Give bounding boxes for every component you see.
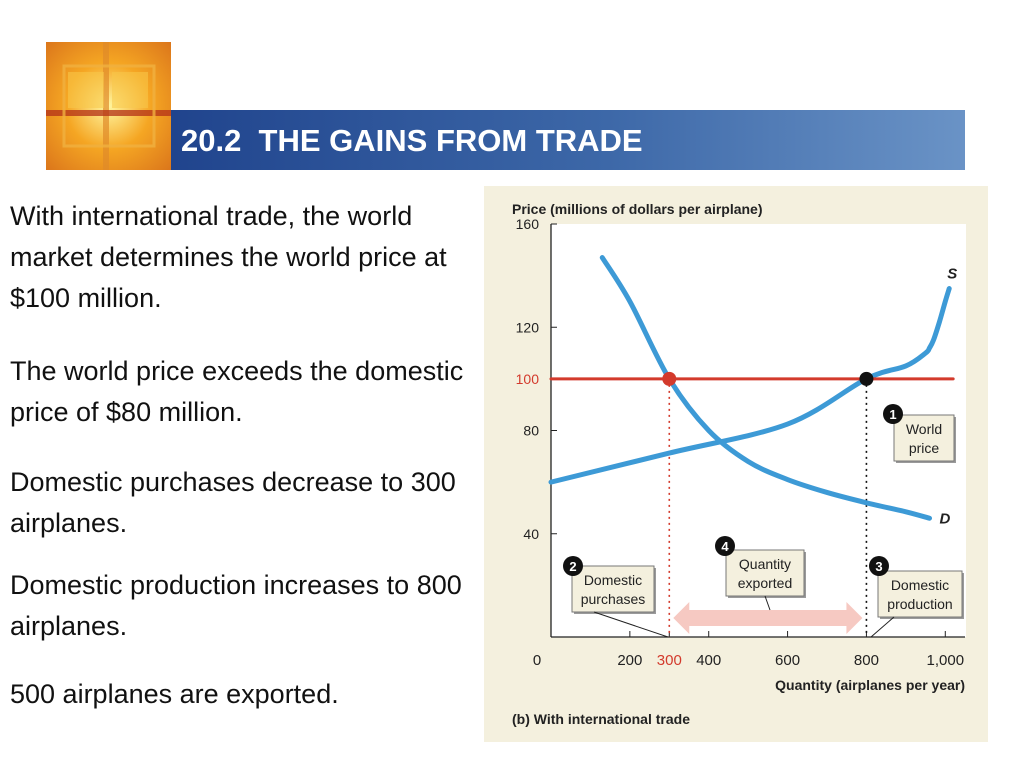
y-tick-label: 120 <box>516 319 540 335</box>
y-tick-label: 160 <box>516 216 540 232</box>
x-tick-label: 200 <box>617 652 642 669</box>
callout-text: price <box>909 440 940 456</box>
figure-caption: (b) With international trade <box>512 711 690 727</box>
callout-leader <box>870 616 895 638</box>
y-axis-label: Price (millions of dollars per airplane) <box>512 201 763 217</box>
callout-leader <box>593 611 669 638</box>
callout-box <box>725 549 805 597</box>
callout-number: 3 <box>875 559 882 574</box>
trade-chart: Price (millions of dollars per airplane)… <box>512 201 966 727</box>
y-tick-label: 40 <box>523 526 539 542</box>
supply-label: S <box>947 266 957 283</box>
callout-number: 1 <box>889 407 896 422</box>
callout-text: production <box>887 596 952 612</box>
callout-leader <box>764 595 771 611</box>
slide-title: 20.2 THE GAINS FROM TRADE <box>181 123 643 158</box>
bullet-purchases: Domestic purchases decrease to 300 airpl… <box>10 467 456 538</box>
equilibrium-point <box>859 371 874 386</box>
callout-number-badge <box>883 404 903 424</box>
x-tick-label: 1,000 <box>927 652 965 669</box>
callout-number: 4 <box>721 539 729 554</box>
callout-number-badge <box>869 556 889 576</box>
x-axis-label: Quantity (airplanes per year) <box>775 677 965 693</box>
y-tick-label: 80 <box>523 423 539 439</box>
callout-text: purchases <box>581 591 646 607</box>
demand-label: D <box>940 510 951 527</box>
x-tick-label: 300 <box>657 652 682 669</box>
callout-box <box>571 565 655 613</box>
bullet-world-price: With international trade, the world mark… <box>10 201 447 313</box>
callout-number: 2 <box>569 559 576 574</box>
x-tick-label: 400 <box>696 652 721 669</box>
callout-text: Domestic <box>891 577 949 593</box>
demand-curve <box>599 255 933 521</box>
x-tick-label: 800 <box>854 652 879 669</box>
chart-figure: Price (millions of dollars per airplane)… <box>484 186 988 742</box>
callout-text: World <box>906 421 942 437</box>
equilibrium-point <box>662 371 677 386</box>
y-tick-label: 100 <box>516 371 540 387</box>
callout-text: exported <box>738 575 792 591</box>
callout-number-badge <box>715 536 735 556</box>
supply-curve <box>548 286 952 485</box>
callout-text: Domestic <box>584 572 642 588</box>
bullet-exports: 500 airplanes are exported. <box>10 679 339 709</box>
exports-arrow <box>673 602 863 634</box>
callout-box <box>877 570 963 618</box>
logo-icon <box>46 42 171 170</box>
bullet-production: Domestic production increases to 800 air… <box>10 570 462 641</box>
x-tick-label: 600 <box>775 652 800 669</box>
callout-box <box>893 414 955 462</box>
title-bar: 20.2 THE GAINS FROM TRADE <box>171 110 965 170</box>
x-tick-label: 0 <box>533 652 541 669</box>
callout-number-badge <box>563 556 583 576</box>
callout-text: Quantity <box>739 556 791 572</box>
bullet-price-exceeds: The world price exceeds the domestic pri… <box>10 356 464 427</box>
